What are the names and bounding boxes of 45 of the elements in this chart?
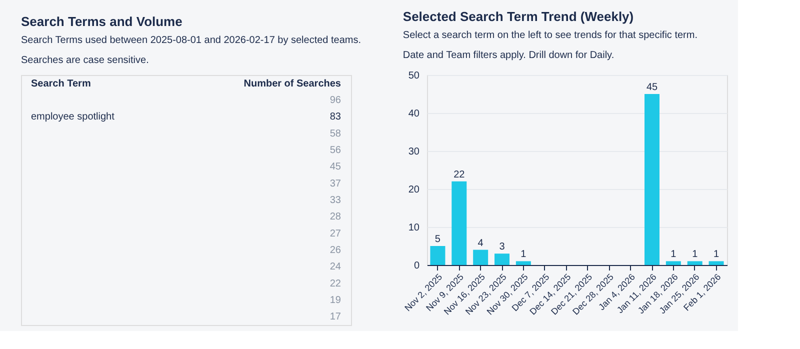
chart-subtitle: Select a search term on the left to see trends for that specific term. Date and Team filters apply. Drill down for Daily. xyxy=(402,30,698,61)
data-label: 26 xyxy=(330,245,342,256)
bar xyxy=(452,181,467,265)
data-label: 1 xyxy=(692,249,698,260)
bar xyxy=(516,261,531,265)
data-label: 96 xyxy=(330,95,342,106)
y-tick-label: 50 xyxy=(408,70,420,82)
data-label: 22 xyxy=(330,278,342,290)
chart-title: Selected Search Term Trend (Weekly) xyxy=(402,9,634,24)
data-label: 37 xyxy=(330,178,342,190)
text: Search Terms and Volume xyxy=(21,14,182,29)
y-tick-label: 30 xyxy=(408,146,420,158)
bar xyxy=(666,261,681,265)
data-label: 24 xyxy=(330,262,342,273)
data-label: 5 xyxy=(434,234,441,245)
text: Search Terms used between 2025-08-01 and 2026-02-17 by selected teams. Searches are case sensitive. xyxy=(21,35,362,66)
bar xyxy=(644,94,660,265)
data-label: 1 xyxy=(520,249,527,260)
data-label: 33 xyxy=(330,195,342,206)
y-tick-label: 40 xyxy=(408,108,420,120)
data-label: 45 xyxy=(646,82,658,93)
data-label: 83 xyxy=(330,112,342,123)
data-label: 56 xyxy=(330,145,342,156)
category-label: employee spotlight xyxy=(31,112,115,123)
data-label: 19 xyxy=(330,295,342,306)
data-label: 58 xyxy=(330,128,342,140)
y-tick-label: 10 xyxy=(408,222,420,234)
text: Search Term xyxy=(31,78,91,90)
bar xyxy=(687,261,702,265)
bar xyxy=(708,261,724,265)
data-label: 17 xyxy=(330,312,342,323)
data-label: 1 xyxy=(714,249,720,260)
text: Number of Searches xyxy=(244,78,342,90)
bar xyxy=(473,250,488,265)
data-label: 4 xyxy=(478,238,484,249)
data-label: 22 xyxy=(454,169,466,180)
data-label: 1 xyxy=(670,249,677,260)
bar xyxy=(494,254,510,265)
bar xyxy=(430,246,446,265)
data-label: 3 xyxy=(499,242,506,253)
data-label: 27 xyxy=(330,228,342,240)
data-label: 45 xyxy=(330,162,342,173)
y-tick-label: 20 xyxy=(408,184,420,196)
data-label: 28 xyxy=(330,212,342,223)
y-tick-label: 0 xyxy=(414,260,420,272)
